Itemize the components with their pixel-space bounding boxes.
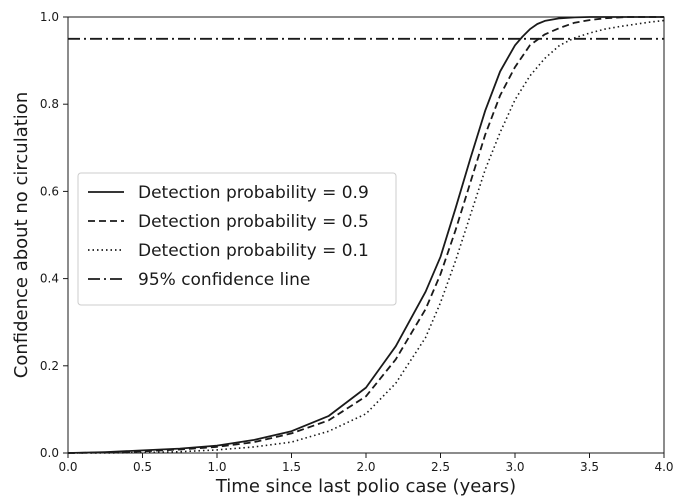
series-line-2 — [68, 19, 665, 454]
series-line-1 — [67, 16, 664, 454]
legend-box — [77, 172, 397, 306]
x-axis-ticks: 0.0 0.5 1.0 1.5 2.0 2.5 3.0 3.5 4.0 — [58, 453, 674, 474]
x-tick-label: 2.0 — [356, 460, 375, 474]
series-layer — [67, 16, 665, 454]
y-axis-ticks: 0.0 0.2 0.4 0.6 0.8 1.0 — [40, 10, 68, 460]
legend: Detection probability = 0.9 Detection pro… — [77, 172, 397, 306]
legend-label: Detection probability = 0.9 — [138, 183, 369, 203]
y-tick-label: 0.4 — [40, 272, 59, 286]
legend-label: 95% confidence line — [138, 270, 310, 290]
x-tick-label: 3.0 — [505, 460, 524, 474]
x-tick-label: 1.5 — [282, 460, 301, 474]
x-tick-label: 3.5 — [580, 460, 599, 474]
y-tick-label: 0.6 — [40, 184, 59, 198]
x-tick-label: 0.0 — [58, 460, 77, 474]
x-tick-label: 1.0 — [207, 460, 226, 474]
legend-items: Detection probability = 0.9 Detection pro… — [88, 183, 369, 290]
y-tick-label: 0.0 — [40, 446, 59, 460]
x-tick-label: 4.0 — [654, 460, 673, 474]
series-line-0 — [67, 16, 664, 454]
y-tick-label: 0.8 — [40, 97, 59, 111]
y-tick-label: 0.2 — [40, 359, 59, 373]
x-tick-label: 2.5 — [431, 460, 450, 474]
y-tick-label: 1.0 — [40, 10, 59, 24]
x-tick-label: 0.5 — [133, 460, 152, 474]
legend-label: Detection probability = 0.1 — [138, 241, 369, 261]
legend-label: Detection probability = 0.5 — [138, 212, 369, 232]
y-axis-label: Confidence about no circulation — [11, 92, 32, 378]
x-axis-label: Time since last polio case (years) — [215, 476, 516, 496]
